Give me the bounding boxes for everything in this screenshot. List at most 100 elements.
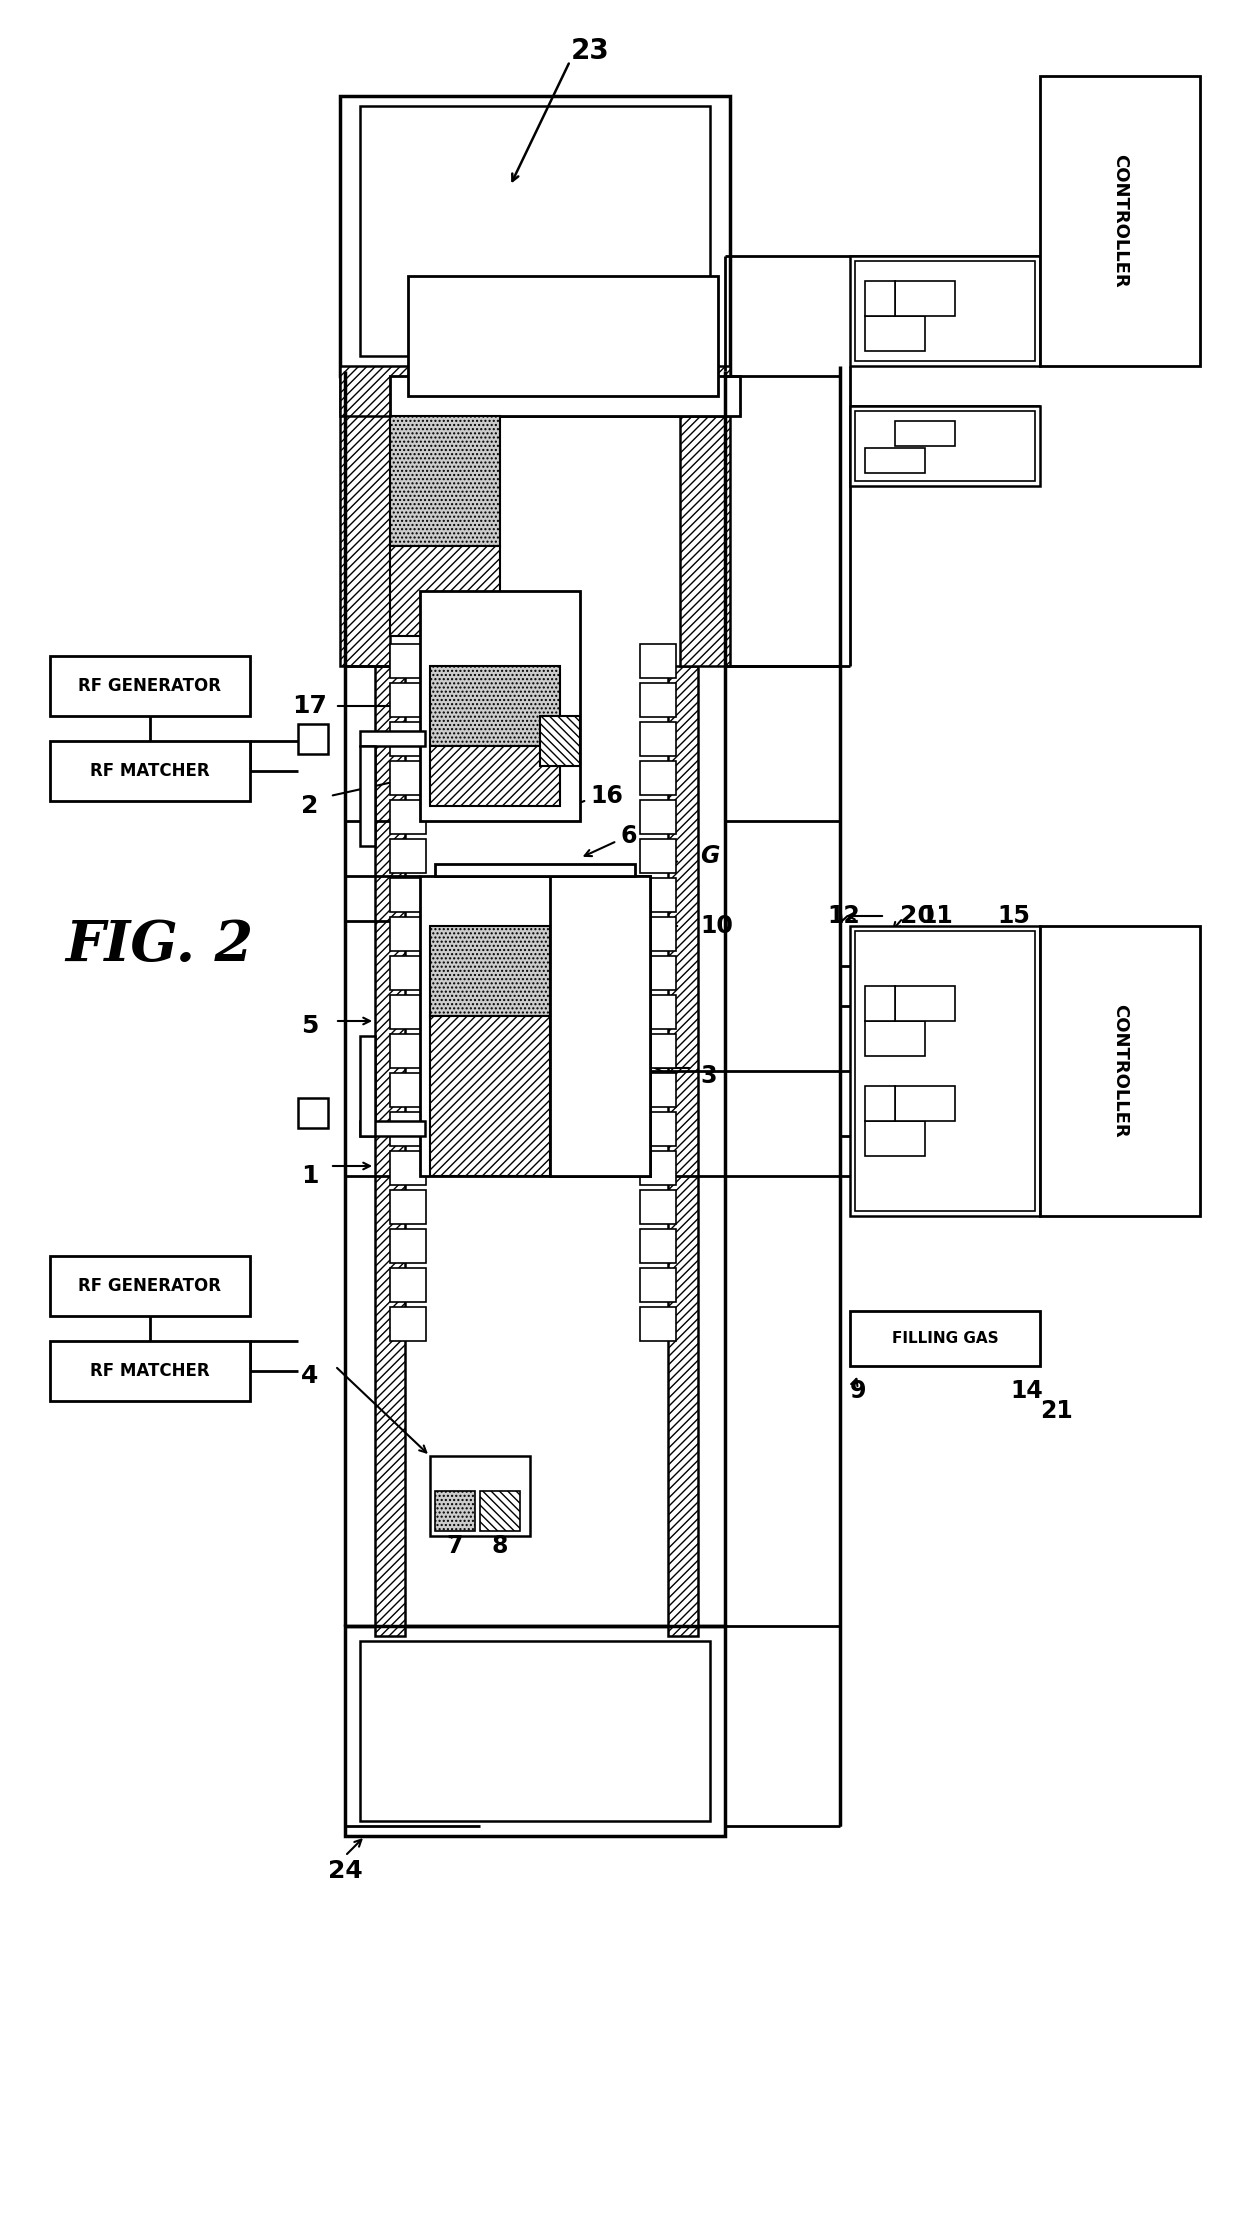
Bar [856, 411, 1035, 481]
Bar [856, 930, 1035, 1212]
Bar [391, 644, 427, 678]
Bar [866, 1087, 895, 1120]
Bar [391, 800, 427, 834]
Bar [430, 666, 560, 747]
Text: 16: 16 [590, 785, 622, 807]
Bar [360, 1120, 425, 1136]
Text: 8: 8 [492, 1534, 508, 1558]
Bar [866, 1120, 925, 1156]
Text: 10: 10 [701, 915, 733, 937]
Bar [391, 957, 427, 991]
Bar [391, 838, 427, 872]
Bar [640, 1152, 676, 1185]
Bar [866, 1022, 925, 1055]
Bar [640, 1073, 676, 1107]
Bar [360, 105, 711, 356]
Bar [640, 1111, 676, 1147]
Bar [849, 926, 1040, 1216]
Bar [408, 275, 718, 396]
Text: 21: 21 [1040, 1400, 1073, 1422]
Bar [480, 1491, 520, 1532]
Bar [360, 731, 425, 747]
Bar [640, 1308, 676, 1342]
Bar [849, 1310, 1040, 1366]
Bar [640, 760, 676, 796]
Bar [640, 995, 676, 1029]
Bar [895, 282, 955, 315]
Bar [640, 917, 676, 950]
Text: 11: 11 [920, 903, 952, 928]
Bar [50, 655, 250, 716]
Bar [345, 1626, 725, 1836]
Text: RF GENERATOR: RF GENERATOR [78, 678, 222, 695]
Bar [640, 1033, 676, 1069]
Bar [866, 447, 925, 474]
Text: 5: 5 [301, 1013, 319, 1038]
Text: 4: 4 [301, 1364, 319, 1389]
Text: 14: 14 [1011, 1380, 1043, 1402]
Bar [1040, 926, 1200, 1216]
Bar [866, 282, 895, 315]
Bar [391, 760, 427, 796]
Bar [539, 716, 580, 767]
Bar [298, 1098, 329, 1127]
Bar [391, 917, 427, 950]
Bar [640, 644, 676, 678]
Bar [340, 367, 730, 416]
Bar [391, 546, 500, 635]
Bar [391, 1308, 427, 1342]
Bar [640, 1190, 676, 1223]
Text: RF GENERATOR: RF GENERATOR [78, 1277, 222, 1295]
Text: 6: 6 [620, 825, 636, 847]
Bar [298, 724, 329, 754]
Bar [895, 1087, 955, 1120]
Text: G: G [701, 843, 719, 868]
Bar [360, 1035, 374, 1136]
Bar [430, 926, 551, 1015]
Text: 20: 20 [900, 903, 935, 928]
Text: 3: 3 [701, 1064, 717, 1089]
Bar [391, 1073, 427, 1107]
Text: 24: 24 [327, 1858, 362, 1883]
Bar [640, 722, 676, 756]
Bar [420, 877, 650, 1176]
Bar [340, 96, 730, 376]
Bar [391, 1268, 427, 1301]
Bar [640, 957, 676, 991]
Bar [391, 682, 427, 718]
Bar [360, 1641, 711, 1820]
Text: 2: 2 [301, 794, 319, 818]
Bar [866, 986, 895, 1022]
Text: 9: 9 [849, 1380, 867, 1402]
Bar [391, 376, 740, 416]
Bar [680, 376, 730, 666]
Bar [391, 722, 427, 756]
Bar [640, 1230, 676, 1263]
Bar [895, 986, 955, 1022]
Bar [435, 1491, 475, 1532]
Bar [640, 879, 676, 912]
Text: CONTROLLER: CONTROLLER [1111, 154, 1128, 288]
Bar [435, 863, 635, 877]
Text: RF MATCHER: RF MATCHER [91, 762, 210, 780]
Text: 15: 15 [997, 903, 1030, 928]
Text: 7: 7 [446, 1534, 464, 1558]
Bar [391, 995, 427, 1029]
Bar [430, 1015, 551, 1176]
Bar [430, 747, 560, 805]
Bar [391, 1033, 427, 1069]
Bar [391, 1190, 427, 1223]
Bar [640, 1268, 676, 1301]
Text: 17: 17 [293, 693, 327, 718]
Bar [391, 1111, 427, 1147]
Bar [668, 666, 698, 1637]
Bar [856, 262, 1035, 360]
Bar [420, 590, 580, 821]
Bar [866, 315, 925, 351]
Text: FIG. 2: FIG. 2 [64, 919, 253, 973]
Bar [551, 877, 650, 1176]
Bar [1040, 76, 1200, 367]
Text: 23: 23 [570, 38, 609, 65]
Bar [640, 800, 676, 834]
Bar [391, 879, 427, 912]
